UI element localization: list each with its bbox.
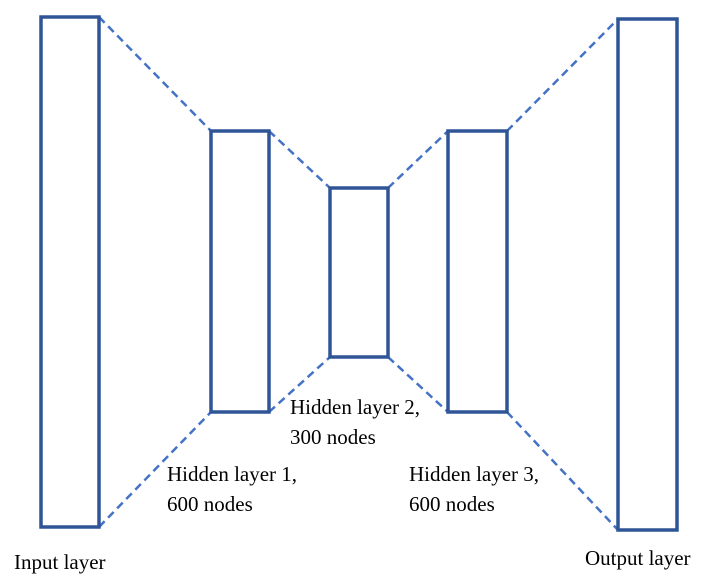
output-layer-box [616, 17, 679, 532]
hidden-layer-1-label-line-1: Hidden layer 1, [167, 462, 298, 486]
hidden-layer-2-box [328, 186, 390, 359]
hidden-layer-1-box [209, 129, 271, 414]
hidden-layer-1-label-line-2: 600 nodes [167, 492, 253, 516]
output-layer-label: Output layer [585, 543, 691, 573]
connector-hidden2-hidden3-bottom [387, 356, 449, 413]
connector-hidden3-output-bottom [506, 411, 619, 531]
connector-input-hidden1-bottom [98, 411, 212, 528]
hidden-layer-3-label: Hidden layer 3, 600 nodes [409, 459, 539, 519]
connector-hidden1-hidden2-bottom [268, 356, 331, 413]
hidden-layer-3-box [446, 129, 509, 414]
input-layer-label-line-1: Input layer [14, 550, 106, 574]
output-layer-label-line-1: Output layer [585, 546, 691, 570]
hidden-layer-2-label-line-1: Hidden layer 2, [290, 395, 421, 419]
connectors [98, 16, 619, 531]
connector-input-hidden1-top [98, 16, 212, 132]
layer-boxes [39, 15, 679, 532]
connector-hidden2-hidden3-top [387, 130, 449, 189]
connector-hidden1-hidden2-top [268, 130, 331, 189]
hidden-layer-3-label-line-1: Hidden layer 3, [409, 462, 540, 486]
hidden-layer-3-label-line-2: 600 nodes [409, 492, 495, 516]
connector-hidden3-output-top [506, 18, 619, 132]
input-layer-label: Input layer [14, 547, 106, 577]
hidden-layer-2-label-line-2: 300 nodes [290, 425, 376, 449]
input-layer-box [39, 15, 101, 529]
hidden-layer-2-label: Hidden layer 2, 300 nodes [290, 392, 420, 452]
hidden-layer-1-label: Hidden layer 1, 600 nodes [167, 459, 297, 519]
